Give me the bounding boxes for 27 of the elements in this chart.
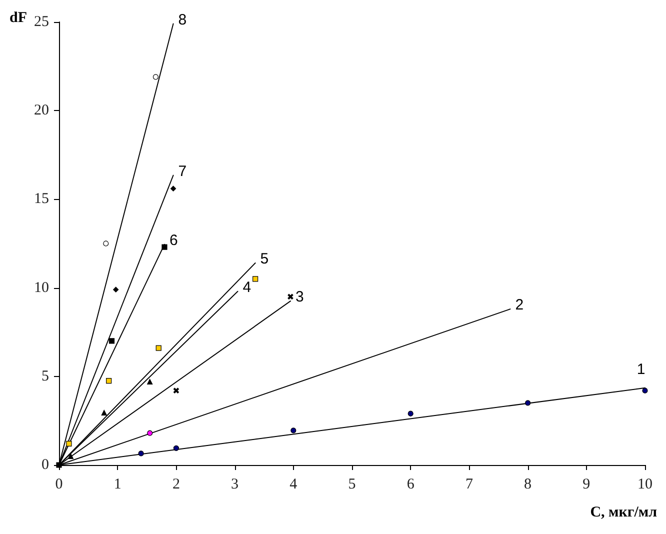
y-tick-label: 10: [34, 280, 49, 296]
series-label: 4: [242, 278, 252, 296]
y-tick-label: 15: [34, 191, 49, 208]
y-axis-title: dF: [9, 10, 27, 26]
x-tick-label: 1: [114, 476, 122, 492]
series-label: 3: [295, 288, 304, 306]
y-tick-label: 25: [34, 14, 49, 30]
x-tick-label: 2: [172, 476, 180, 492]
x-tick-label: 0: [55, 476, 63, 492]
y-tick-label: 0: [42, 457, 49, 473]
series-label: 1: [636, 360, 646, 378]
series-label: 8: [178, 11, 187, 28]
series-label: 6: [169, 232, 178, 249]
x-axis-title: C, мкг/мл: [590, 504, 658, 520]
series-label: 2: [515, 296, 524, 314]
x-tick-label: 8: [524, 476, 532, 492]
x-tick-label: 4: [290, 476, 298, 492]
x-tick-label: 7: [465, 476, 474, 492]
series-label: 5: [260, 250, 269, 268]
x-tick-label: 5: [348, 476, 356, 492]
series-label: 7: [178, 162, 187, 180]
x-tick-label: 10: [638, 476, 652, 492]
x-tick-label: 3: [231, 476, 239, 492]
x-tick-label: 6: [406, 476, 415, 492]
y-tick-label: 20: [34, 102, 49, 119]
y-tick-label: 5: [42, 368, 49, 384]
x-tick-label: 9: [582, 476, 590, 492]
